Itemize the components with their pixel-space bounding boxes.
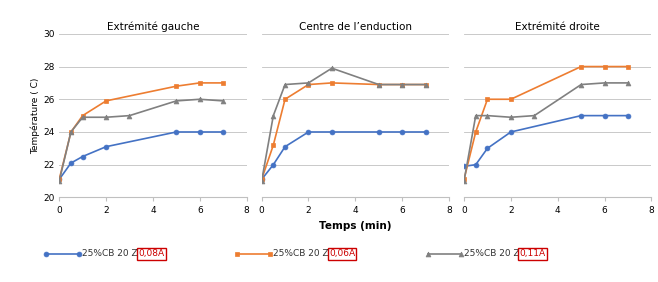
Text: 0,06A: 0,06A bbox=[329, 249, 355, 258]
Title: Extrémité gauche: Extrémité gauche bbox=[107, 21, 199, 32]
Text: 25%CB 20 Z 5: 25%CB 20 Z 5 bbox=[464, 249, 528, 258]
Y-axis label: Température ( C): Température ( C) bbox=[30, 78, 40, 154]
Title: Extrémité droite: Extrémité droite bbox=[515, 22, 600, 32]
Text: Temps (min): Temps (min) bbox=[319, 221, 392, 231]
Title: Centre de l’enduction: Centre de l’enduction bbox=[299, 22, 412, 32]
Text: 25%CB 20 Z 3: 25%CB 20 Z 3 bbox=[82, 249, 147, 258]
Text: 25%CB 20 Z 4: 25%CB 20 Z 4 bbox=[273, 249, 337, 258]
Text: 0,08A: 0,08A bbox=[138, 249, 164, 258]
Text: 0,11A: 0,11A bbox=[520, 249, 546, 258]
